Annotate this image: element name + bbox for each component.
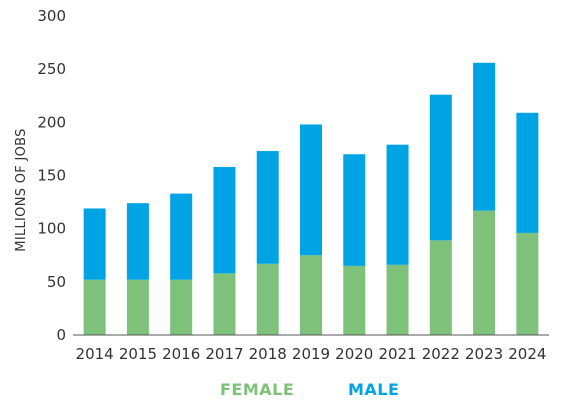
bar-female-2019 (300, 255, 322, 335)
bar-male-2024 (516, 112, 539, 233)
bar-female-2022 (429, 240, 452, 335)
x-tick-label: 2018 (249, 345, 287, 363)
bar-male-2019 (300, 124, 322, 256)
x-tick-label: 2016 (162, 345, 200, 363)
bar-male-2017 (213, 166, 236, 274)
bar-female-2020 (343, 265, 366, 335)
x-axis-ticks: 2014 2015 2016 2017 2018 2019 2020 2021 2022 2023… (76, 345, 547, 363)
x-tick-label: 2020 (335, 345, 373, 363)
x-tick-label: 2023 (465, 345, 503, 363)
bar-female-2014 (83, 279, 106, 335)
bar-female-2015 (126, 279, 149, 335)
y-tick-label: 250 (37, 60, 66, 78)
y-tick-label: 150 (37, 167, 66, 185)
x-tick-label: 2024 (508, 345, 546, 363)
y-tick-label: 200 (37, 113, 66, 131)
y-tick-label: 300 (37, 7, 66, 25)
bar-male-2016 (170, 193, 193, 280)
bar-female-2024 (516, 232, 539, 335)
bar-male-2015 (126, 203, 149, 280)
bars (83, 62, 539, 335)
bar-female-2023 (473, 210, 496, 335)
x-tick-label: 2019 (292, 345, 330, 363)
y-tick-label: 100 (37, 220, 66, 238)
bar-female-2021 (386, 264, 409, 335)
legend-label-female: FEMALE (220, 380, 294, 399)
bar-female-2017 (213, 273, 236, 335)
bar-female-2016 (170, 279, 193, 335)
bar-male-2021 (386, 144, 409, 265)
bar-male-2022 (429, 94, 452, 241)
x-tick-label: 2022 (422, 345, 460, 363)
bar-male-2023 (473, 62, 496, 211)
y-tick-label: 50 (47, 273, 66, 291)
bar-male-2018 (256, 151, 279, 264)
x-tick-label: 2017 (205, 345, 243, 363)
x-tick-label: 2015 (119, 345, 157, 363)
y-axis-ticks: 0 50 100 150 200 250 300 (37, 7, 66, 344)
legend: FEMALE MALE (220, 380, 399, 399)
bar-female-2018 (256, 263, 279, 335)
y-axis-title: MILLIONS OF JOBS (14, 128, 29, 251)
bar-male-2020 (343, 154, 366, 266)
bar-male-2014 (83, 208, 106, 280)
y-tick-label: 0 (56, 326, 66, 344)
x-tick-label: 2021 (378, 345, 416, 363)
legend-label-male: MALE (348, 380, 399, 399)
x-tick-label: 2014 (76, 345, 114, 363)
